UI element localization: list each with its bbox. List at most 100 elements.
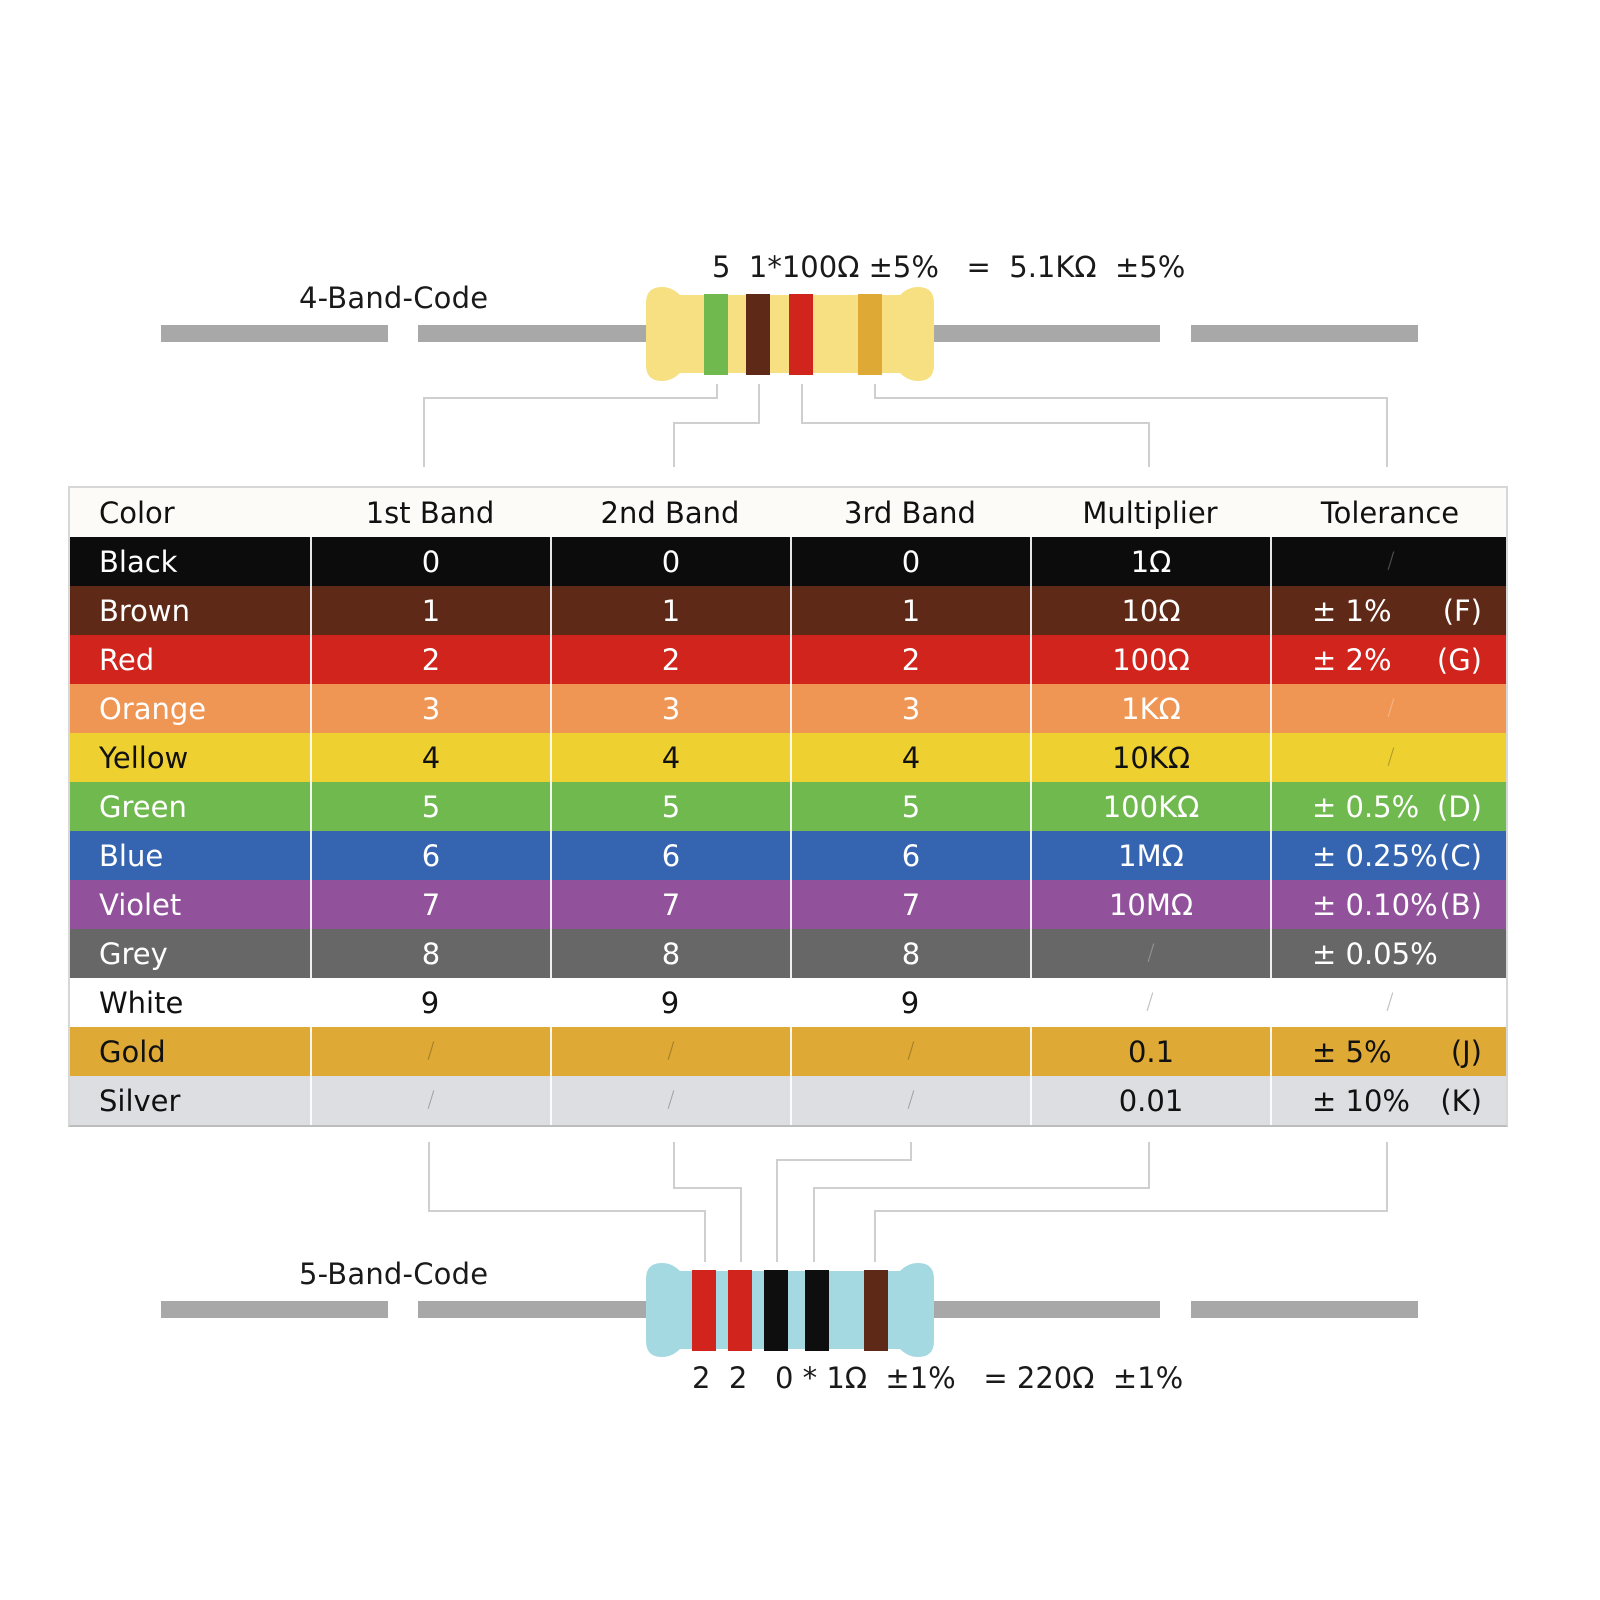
five-band-formula: 2 2 0 * 1Ω ±1% = 220Ω ±1% bbox=[692, 1361, 1184, 1395]
four-band-diagram: 5 1*100Ω ±5% = 5.1KΩ ±5% 4-Band-Code bbox=[0, 0, 1600, 480]
color-name: White bbox=[99, 985, 184, 1020]
band-2-brown bbox=[746, 294, 770, 375]
3rd-band-value: 1 bbox=[790, 586, 1030, 635]
connector-line bbox=[740, 1187, 742, 1262]
resistor-body-5band bbox=[646, 1263, 934, 1357]
1st-band-value: 6 bbox=[310, 831, 550, 880]
tolerance-value: ± 2% bbox=[1312, 642, 1392, 677]
connector-line bbox=[801, 384, 803, 423]
band-3-red bbox=[789, 294, 813, 375]
2nd-band-value: 8 bbox=[550, 929, 790, 978]
tolerance-letter-code: (J) bbox=[1450, 1034, 1482, 1069]
2nd-band-value: 3 bbox=[550, 684, 790, 733]
multiplier-value: 10MΩ bbox=[1030, 880, 1270, 929]
1st-band-value: 7 bbox=[310, 880, 550, 929]
table-row-grey: Grey 8 8 8/± 0.05% bbox=[70, 929, 1506, 978]
empty-slash-icon: / bbox=[1387, 696, 1395, 721]
tolerance-value: ± 0.10% bbox=[1312, 887, 1438, 922]
connector-line bbox=[814, 1187, 1150, 1189]
connector-line bbox=[428, 1142, 430, 1212]
color-name: Grey bbox=[99, 936, 168, 971]
connector-line bbox=[1386, 397, 1388, 467]
lead-wire-left-inner bbox=[418, 325, 648, 342]
1st-band-value: 0 bbox=[310, 537, 550, 586]
3rd-band-value: 7 bbox=[790, 880, 1030, 929]
table-row-silver: Silver / / / 0.01 ± 10% (K) bbox=[70, 1076, 1506, 1125]
connector-line bbox=[428, 1210, 706, 1212]
tolerance-cell: ± 2% (G) bbox=[1270, 635, 1510, 684]
header-3rd-band: 3rd Band bbox=[844, 495, 976, 530]
lead-wire-right-outer bbox=[1191, 325, 1418, 342]
connector-line bbox=[716, 384, 718, 398]
tolerance-cell: ± 1% (F) bbox=[1270, 586, 1510, 635]
connector-line bbox=[801, 422, 1150, 424]
table-row-orange: Orange 3 3 3 1KΩ / bbox=[70, 684, 1506, 733]
2nd-band-value: 2 bbox=[550, 635, 790, 684]
3rd-band-value: 2 bbox=[790, 635, 1030, 684]
five-band-label: 5-Band-Code bbox=[299, 1257, 489, 1291]
1st-band-value: 9 bbox=[420, 985, 440, 1020]
1st-band-value: 8 bbox=[310, 929, 550, 978]
connector-line bbox=[875, 1210, 1388, 1212]
1st-band-empty: / bbox=[310, 1027, 550, 1076]
3rd-band-empty: / bbox=[790, 1076, 1030, 1125]
connector-line bbox=[673, 1187, 742, 1189]
3rd-band-value: 3 bbox=[790, 684, 1030, 733]
band-4-black bbox=[805, 1270, 829, 1351]
tolerance-cell: ± 5% (J) bbox=[1270, 1027, 1510, 1076]
connector-line bbox=[673, 422, 675, 467]
connector-line bbox=[424, 397, 718, 399]
multiplier-empty: / bbox=[1030, 929, 1270, 978]
1st-band-empty: / bbox=[310, 1076, 550, 1125]
multiplier-value: 1KΩ bbox=[1030, 684, 1270, 733]
color-name: Red bbox=[99, 642, 155, 677]
color-name: Orange bbox=[99, 691, 207, 726]
band-3-black bbox=[764, 1270, 788, 1351]
header-1st-band: 1st Band bbox=[365, 495, 495, 530]
3rd-band-value: 5 bbox=[790, 782, 1030, 831]
lead-wire-right-inner bbox=[930, 1301, 1160, 1318]
multiplier-value: 100KΩ bbox=[1030, 782, 1270, 831]
tolerance-cell: ± 0.10% (B) bbox=[1270, 880, 1510, 929]
band-4-gold bbox=[858, 294, 882, 375]
table-row-white: White 9 9 9 / / bbox=[70, 978, 1506, 1027]
table-row-brown: Brown 1 1 1 10Ω ± 1% (F) bbox=[70, 586, 1506, 635]
tolerance-letter-code: (C) bbox=[1439, 838, 1482, 873]
empty-slash-icon: / bbox=[667, 1039, 675, 1064]
multiplier-value: 1Ω bbox=[1030, 537, 1270, 586]
color-name: Gold bbox=[99, 1034, 166, 1069]
multiplier-empty: / bbox=[1030, 978, 1270, 1027]
multiplier-value: 10KΩ bbox=[1030, 733, 1270, 782]
table-row-green: Green 5 5 5 100KΩ ± 0.5% (D) bbox=[70, 782, 1506, 831]
3rd-band-value: 4 bbox=[790, 733, 1030, 782]
table-body: Black 0 0 0 1Ω / Brown 1 1 1 10Ω ± 1% (F) Red 2 2 2 100Ω ±… bbox=[70, 537, 1506, 1125]
2nd-band-value: 7 bbox=[550, 880, 790, 929]
lead-wire-left-outer bbox=[161, 1301, 388, 1318]
tolerance-cell: / bbox=[1270, 537, 1510, 586]
header-tolerance: Tolerance bbox=[1320, 495, 1460, 530]
table-row-violet: Violet 7 7 7 10MΩ ± 0.10% (B) bbox=[70, 880, 1506, 929]
lead-wire-right-outer bbox=[1191, 1301, 1418, 1318]
2nd-band-value: 9 bbox=[660, 985, 680, 1020]
tolerance-cell: ± 0.5% (D) bbox=[1270, 782, 1510, 831]
connector-line bbox=[874, 397, 1388, 399]
table-header-row: Color 1st Band 2nd Band 3rd Band Multipl… bbox=[70, 488, 1506, 537]
lead-wire-left-inner bbox=[418, 1301, 648, 1318]
3rd-band-value: 9 bbox=[900, 985, 920, 1020]
table-row-red: Red 2 2 2 100Ω ± 2% (G) bbox=[70, 635, 1506, 684]
2nd-band-value: 5 bbox=[550, 782, 790, 831]
lead-wire-left-outer bbox=[161, 325, 388, 342]
tolerance-cell: / bbox=[1270, 733, 1510, 782]
1st-band-value: 5 bbox=[310, 782, 550, 831]
connector-line bbox=[874, 384, 876, 398]
empty-slash-icon: / bbox=[1146, 990, 1154, 1015]
connector-line bbox=[704, 1210, 706, 1262]
table-row-black: Black 0 0 0 1Ω / bbox=[70, 537, 1506, 586]
tolerance-cell: / bbox=[1270, 978, 1510, 1027]
color-name: Blue bbox=[99, 838, 164, 873]
connector-line bbox=[777, 1159, 912, 1161]
1st-band-value: 4 bbox=[310, 733, 550, 782]
3rd-band-empty: / bbox=[790, 1027, 1030, 1076]
lead-wire-right-inner bbox=[930, 325, 1160, 342]
connector-line bbox=[910, 1142, 912, 1161]
